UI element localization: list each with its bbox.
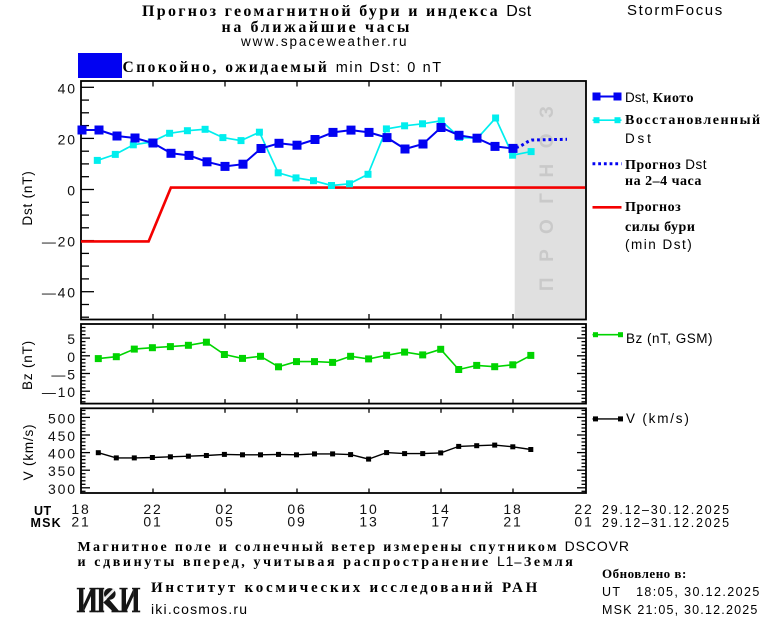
svg-text:01: 01 xyxy=(574,514,593,530)
svg-text:21: 21 xyxy=(71,514,90,530)
svg-text:17: 17 xyxy=(431,514,450,530)
svg-text:0: 0 xyxy=(67,183,77,199)
svg-text:500: 500 xyxy=(48,410,77,426)
svg-text:22: 22 xyxy=(143,501,162,517)
svg-text:ПРОГНОЗ: ПРОГНОЗ xyxy=(537,91,558,292)
svg-text:09: 09 xyxy=(287,514,306,530)
svg-text:5: 5 xyxy=(67,331,77,347)
svg-text:22: 22 xyxy=(574,501,593,517)
svg-text:400: 400 xyxy=(48,446,77,462)
svg-text:—20: —20 xyxy=(42,234,77,250)
svg-text:10: 10 xyxy=(359,501,378,517)
svg-text:—40: —40 xyxy=(42,285,77,301)
svg-text:01: 01 xyxy=(143,514,162,530)
svg-text:40: 40 xyxy=(58,80,77,96)
svg-text:06: 06 xyxy=(287,501,306,517)
svg-text:450: 450 xyxy=(48,428,77,444)
svg-text:02: 02 xyxy=(215,501,234,517)
svg-text:300: 300 xyxy=(48,481,77,497)
svg-text:21: 21 xyxy=(503,514,522,530)
svg-text:0: 0 xyxy=(67,349,77,365)
svg-text:350: 350 xyxy=(48,463,77,479)
svg-text:18: 18 xyxy=(503,501,522,517)
svg-text:18: 18 xyxy=(71,501,90,517)
svg-text:13: 13 xyxy=(359,514,378,530)
svg-text:—5: —5 xyxy=(51,367,76,383)
svg-text:—10: —10 xyxy=(42,384,77,400)
svg-text:20: 20 xyxy=(58,131,77,147)
svg-text:14: 14 xyxy=(431,501,450,517)
svg-text:05: 05 xyxy=(215,514,234,530)
